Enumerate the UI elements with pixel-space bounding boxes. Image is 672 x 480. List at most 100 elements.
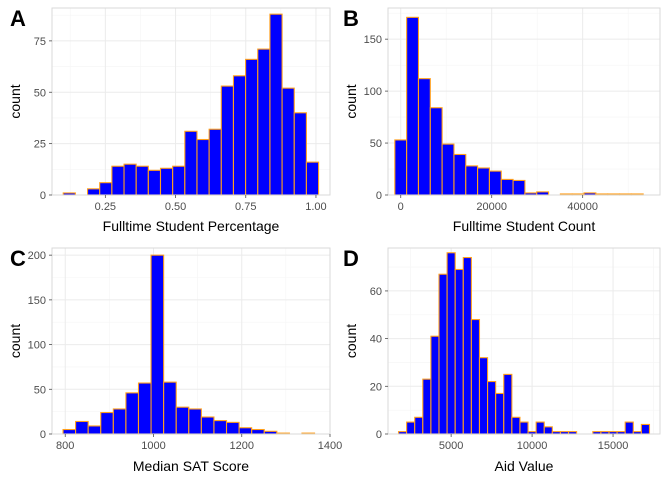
histogram-bar — [257, 48, 271, 196]
histogram-bar — [462, 256, 472, 435]
x-tick-label: 1000 — [141, 440, 165, 452]
histogram-bar — [172, 165, 186, 196]
histogram-bar — [213, 420, 228, 435]
y-tick-label: 100 — [364, 86, 382, 98]
histogram-bar — [305, 161, 320, 196]
panel-letter: C — [10, 246, 26, 271]
y-tick-label: 50 — [370, 138, 382, 150]
panel-c: 800 1000 1200 1400 0 50 100 150 200 Median SAT Sc… — [7, 246, 342, 474]
y-tick-label: 25 — [34, 139, 46, 151]
x-tick-label: 0 — [398, 201, 404, 213]
histogram-bar — [446, 252, 456, 435]
histogram-bar — [123, 163, 137, 196]
panel-border — [387, 7, 661, 196]
panel-border — [51, 7, 331, 196]
histogram-bar — [453, 153, 467, 196]
histogram-bar — [159, 167, 174, 196]
histogram-bar — [511, 416, 521, 435]
histogram-bar — [147, 169, 162, 196]
histogram-bar — [477, 167, 490, 196]
x-tick-label: 800 — [56, 440, 74, 452]
histogram-bar — [251, 428, 265, 435]
panel-letter: D — [343, 246, 359, 271]
y-tick-label: 0 — [376, 190, 382, 202]
histogram-bar — [184, 130, 198, 196]
histogram-bar — [406, 16, 420, 196]
histogram-bar — [503, 373, 513, 435]
panel-d: 5000 10000 15000 0 20 40 60 Aid Value count D — [343, 246, 661, 474]
x-axis-title: Fulltime Student Count — [453, 218, 596, 234]
histogram-bar — [99, 182, 113, 196]
y-tick-label: 200 — [28, 250, 46, 262]
x-tick-label: 15000 — [598, 440, 629, 452]
histogram-bar — [430, 335, 440, 435]
histogram-bar — [640, 423, 651, 435]
y-tick-label: 150 — [28, 295, 46, 307]
x-axis-title: Fulltime Student Percentage — [103, 218, 280, 234]
histogram-bar — [150, 254, 165, 435]
histogram-bar — [188, 408, 202, 435]
histogram-bar — [137, 382, 152, 435]
y-axis-title: count — [7, 324, 23, 358]
y-tick-label: 0 — [376, 429, 382, 441]
y-tick-label: 50 — [34, 87, 46, 99]
x-tick-label: 1200 — [230, 440, 254, 452]
histogram-bar — [62, 428, 77, 435]
histogram-bar — [519, 421, 529, 435]
y-tick-label: 60 — [370, 286, 382, 298]
x-tick-label: 0.75 — [235, 201, 256, 213]
x-tick-label: 20000 — [476, 201, 507, 213]
histogram-bar — [488, 170, 502, 196]
histogram-bar — [225, 421, 240, 435]
y-tick-label: 20 — [370, 381, 382, 393]
histogram-bar — [208, 128, 222, 196]
histogram-bar — [112, 408, 127, 435]
y-tick-label: 0 — [40, 190, 46, 202]
histogram-bar — [429, 107, 443, 196]
y-tick-label: 40 — [370, 334, 382, 346]
x-axis-title: Median SAT Score — [133, 458, 249, 474]
panel-b: 0 20000 40000 0 50 100 150 Fulltime Student Cou… — [343, 6, 661, 234]
histogram-bar — [245, 58, 259, 196]
histogram-bar — [111, 165, 125, 196]
y-tick-label: 150 — [364, 34, 382, 46]
panel-border — [387, 247, 661, 435]
histogram-bar — [406, 421, 416, 435]
y-axis-title: count — [7, 84, 23, 118]
histogram-bar — [417, 78, 431, 196]
x-tick-label: 0.50 — [165, 201, 186, 213]
histogram-bar — [269, 13, 283, 196]
histogram-bar — [125, 392, 140, 435]
histogram-bar — [465, 165, 479, 196]
histogram-bar — [470, 318, 481, 435]
x-tick-label: 1400 — [318, 440, 342, 452]
histogram-bar — [495, 392, 505, 435]
histogram-bar — [220, 85, 235, 196]
histogram-bar — [100, 411, 114, 435]
y-axis-title: count — [343, 324, 359, 358]
histogram-bar — [535, 421, 545, 435]
x-tick-label: 10000 — [517, 440, 548, 452]
y-axis-title: count — [343, 84, 359, 118]
histogram-bar — [238, 427, 253, 435]
histogram-bar — [512, 179, 526, 196]
x-axis-title: Aid Value — [495, 458, 554, 474]
x-tick-label: 0.25 — [95, 201, 116, 213]
histogram-bar — [422, 378, 432, 435]
y-tick-label: 100 — [28, 340, 46, 352]
histogram-bar — [135, 165, 149, 196]
histogram-bar — [441, 143, 455, 196]
x-tick-label: 40000 — [567, 201, 598, 213]
histogram-bar — [87, 188, 101, 196]
histogram-bar — [414, 416, 424, 435]
histogram-bar — [175, 406, 190, 435]
histogram-bar — [500, 178, 514, 196]
x-tick-label: 5000 — [439, 440, 463, 452]
histogram-bar — [487, 380, 497, 435]
panel-a: 0.25 0.50 0.75 1.00 0 25 50 75 Fulltime Student … — [7, 6, 331, 234]
y-tick-label: 50 — [34, 384, 46, 396]
histogram-bar — [293, 112, 307, 196]
histogram-bar — [478, 357, 489, 435]
y-tick-label: 0 — [40, 429, 46, 441]
histogram-bar — [281, 87, 295, 196]
